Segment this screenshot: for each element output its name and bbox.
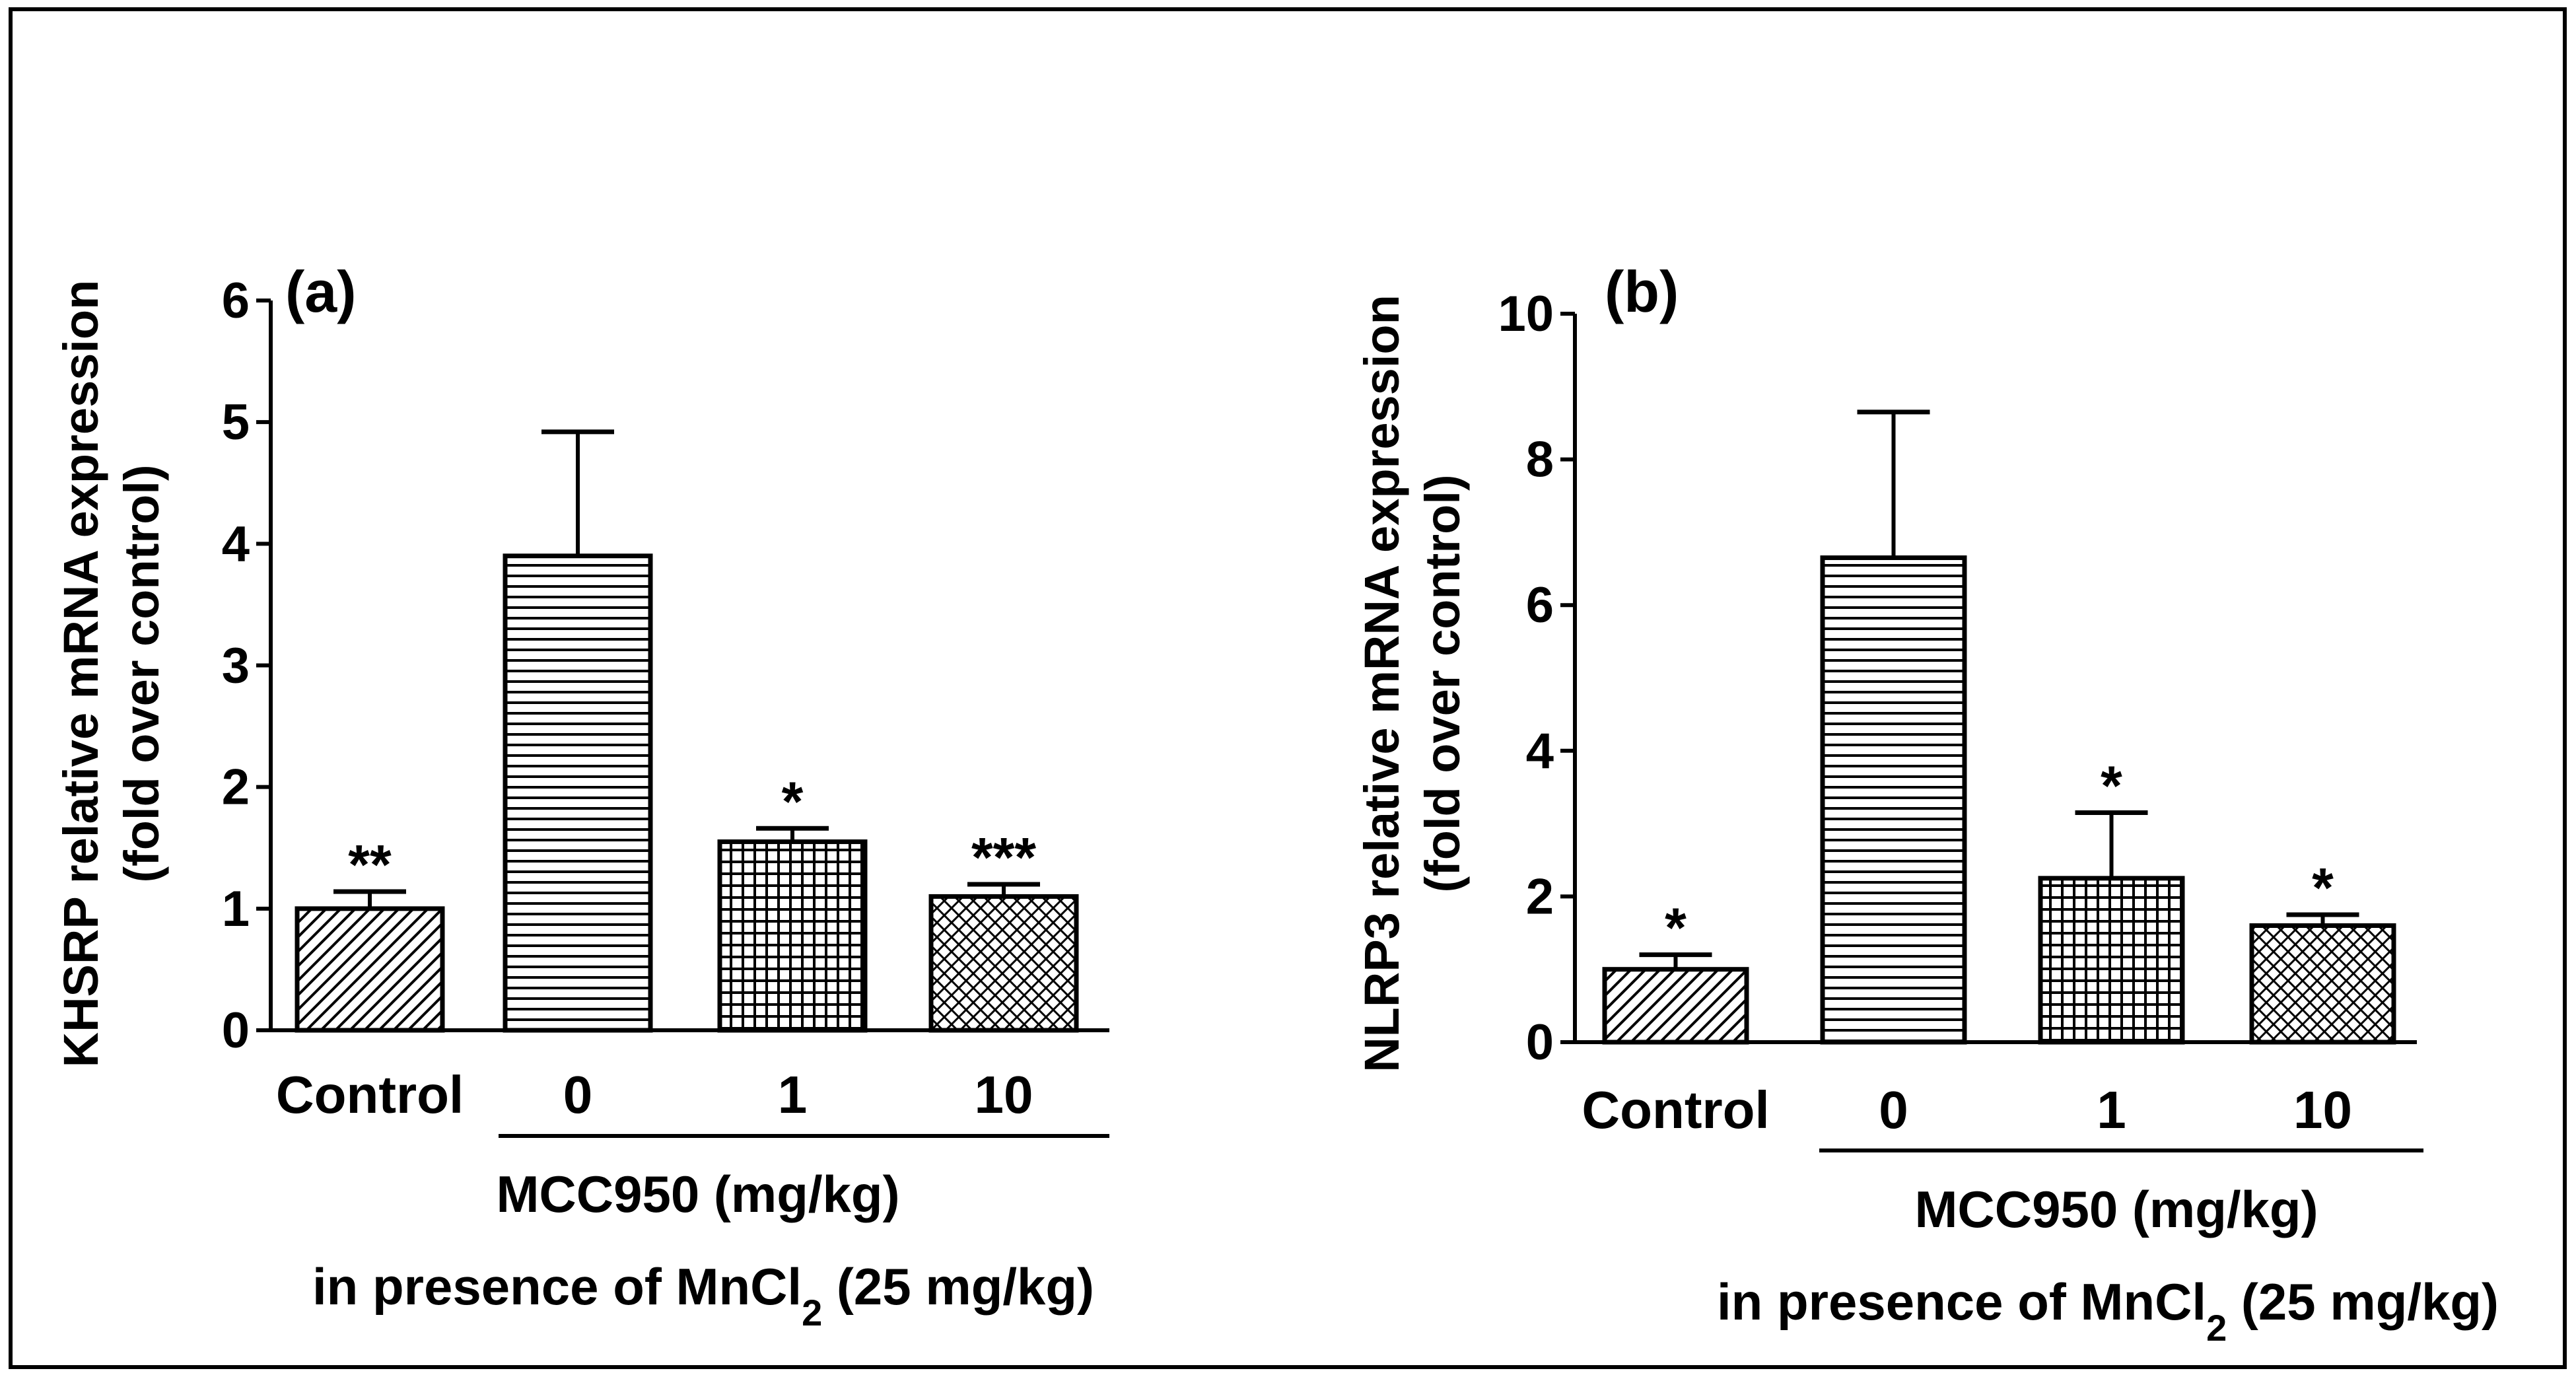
panel-b-bar [2249, 923, 2396, 1045]
panel-b-bar [1820, 555, 1967, 1045]
panel-a-ytick-label: 1 [222, 881, 250, 937]
panel-a-category-label: Control [276, 1065, 464, 1124]
panel-b-group-label: MCC950 (mg/kg) [1914, 1180, 2318, 1238]
panel-a-bar [928, 894, 1079, 1033]
panel-a-ytick-label: 3 [222, 638, 250, 694]
panel-b-category-label: 10 [2293, 1080, 2352, 1139]
panel-b-ytick-label: 10 [1498, 286, 1554, 342]
panel-a-condition-suffix: (25 mg/kg) [822, 1257, 1094, 1316]
panel-b-category-label: 0 [1879, 1080, 1908, 1139]
panel-a-condition-sub: 2 [802, 1292, 822, 1333]
panel-b-category-label: Control [1582, 1080, 1769, 1139]
panel-b-significance-marker: * [1665, 897, 1687, 959]
panel-b-condition-label: in presence of MnCl2 (25 mg/kg) [1717, 1273, 2499, 1349]
panel-b: (b) NLRP3 relative mRNA expression (fold… [1354, 259, 2499, 1349]
panel-b-bar [2038, 876, 2185, 1045]
panel-b-significance-marker: * [2101, 755, 2122, 817]
panel-b-condition-suffix: (25 mg/kg) [2227, 1273, 2499, 1331]
panel-b-ylabel-line2: (fold over control) [1415, 474, 1470, 892]
panel-a-significance-marker: *** [971, 826, 1036, 888]
panel-a-ylabel-line1: KHSRP relative mRNA expression [53, 280, 108, 1068]
panel-b-ytick-label: 8 [1526, 432, 1554, 488]
panel-a-bar [295, 906, 445, 1033]
panel-a-significance-marker: ** [348, 833, 392, 896]
panel-a: (a) KHSRP relative mRNA expression (fold… [53, 259, 1109, 1333]
panel-b-significance-marker: * [2312, 857, 2334, 919]
panel-a-group-label: MCC950 (mg/kg) [496, 1165, 899, 1223]
panel-b-ylabel-line1: NLRP3 relative mRNA expression [1354, 295, 1409, 1073]
panel-a-category-label: 10 [975, 1065, 1033, 1124]
panel-a-condition-label: in presence of MnCl2 (25 mg/kg) [312, 1257, 1094, 1333]
panel-a-ytick-label: 4 [222, 516, 250, 572]
panel-b-condition-sub: 2 [2206, 1307, 2227, 1349]
figure-border [9, 7, 2567, 1369]
panel-a-category-label: 0 [563, 1065, 593, 1124]
panel-b-condition-prefix: in presence of MnCl [1717, 1273, 2206, 1331]
panel-a-condition-prefix: in presence of MnCl [312, 1257, 802, 1316]
panel-a-label: (a) [285, 259, 357, 324]
panel-b-category-label: 1 [2097, 1080, 2126, 1139]
panel-a-ytick-label: 6 [222, 273, 250, 329]
panel-b-bar [1602, 967, 1749, 1045]
panel-b-ytick-label: 4 [1526, 723, 1554, 779]
panel-a-category-label: 1 [778, 1065, 808, 1124]
panel-b-ytick-label: 0 [1526, 1014, 1554, 1071]
panel-b-ytick-label: 6 [1526, 577, 1554, 633]
panel-b-ytick-label: 2 [1526, 868, 1554, 925]
panel-a-ylabel-line2: (fold over control) [114, 464, 169, 882]
panel-a-ytick-label: 5 [222, 394, 250, 450]
panel-b-label: (b) [1605, 259, 1679, 324]
panel-a-bar [503, 553, 653, 1033]
panel-a-bar [717, 839, 868, 1033]
panel-a-ytick-label: 0 [222, 1003, 250, 1059]
panel-a-significance-marker: * [782, 770, 804, 832]
panel-a-ytick-label: 2 [222, 759, 250, 816]
